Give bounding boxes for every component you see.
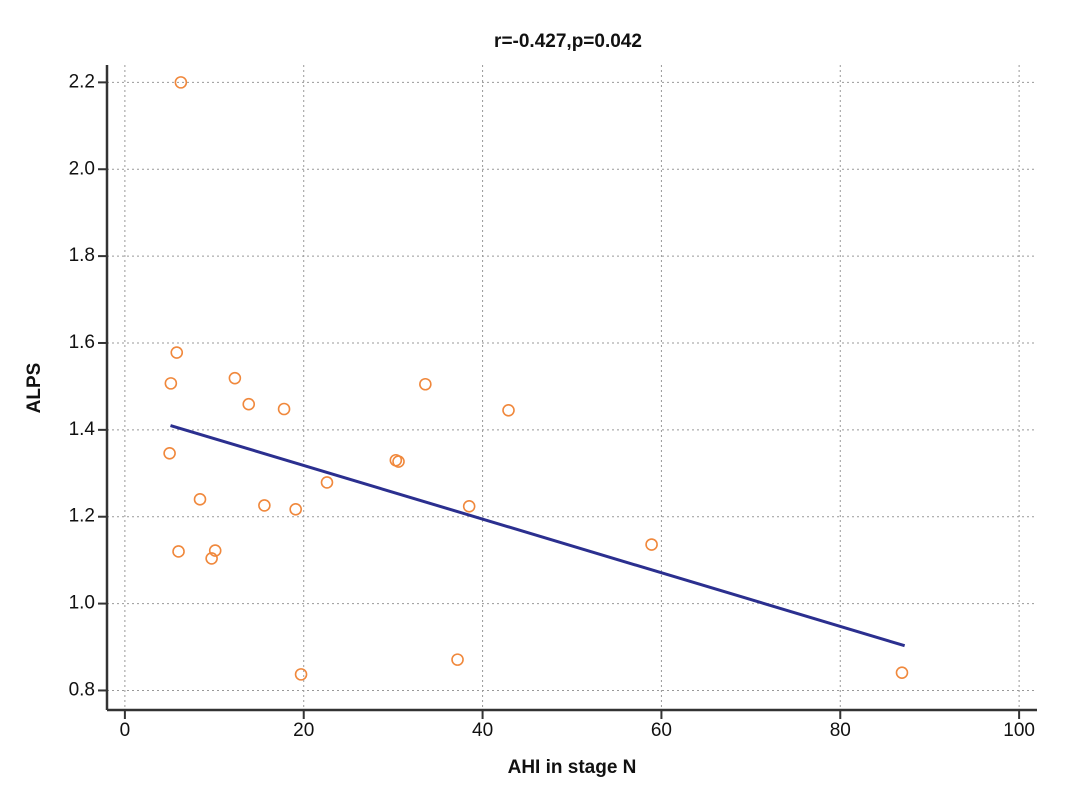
point	[228, 371, 242, 385]
point	[462, 499, 476, 513]
y-tick-label: 1.0	[69, 593, 95, 614]
point	[320, 476, 334, 489]
point	[895, 666, 909, 679]
point	[451, 653, 464, 666]
point	[208, 544, 222, 557]
point	[242, 397, 256, 411]
point	[294, 668, 308, 681]
x-tick-label: 0	[120, 720, 131, 741]
point	[645, 538, 658, 551]
point	[277, 402, 291, 416]
x-tick-label: 20	[293, 720, 314, 741]
x-axis-label: AHI in stage N	[508, 757, 637, 778]
chart-title: r=-0.427,p=0.042	[494, 31, 642, 52]
point	[392, 455, 405, 468]
y-tick-label: 1.2	[69, 506, 95, 527]
point	[174, 76, 188, 89]
point	[170, 346, 184, 359]
y-tick-label: 2.2	[69, 71, 95, 92]
point	[289, 503, 302, 516]
trend-line	[170, 424, 906, 648]
x-tick-label: 80	[830, 720, 851, 741]
point	[193, 493, 207, 506]
point	[502, 404, 515, 417]
y-tick-label: 0.8	[69, 679, 95, 700]
point	[258, 499, 271, 512]
x-tick-label: 60	[651, 720, 672, 741]
point	[205, 552, 218, 565]
point	[419, 377, 432, 391]
point	[163, 447, 176, 460]
y-tick-label: 2.0	[69, 158, 95, 179]
point	[172, 545, 185, 558]
x-tick-label: 40	[472, 720, 493, 741]
y-tick-label: 1.4	[69, 419, 96, 440]
x-tick-label: 100	[1003, 720, 1035, 741]
y-axis-label: ALPS	[24, 363, 45, 414]
point	[164, 377, 178, 390]
y-tick-label: 1.8	[69, 245, 95, 266]
y-tick-label: 1.6	[69, 332, 95, 353]
